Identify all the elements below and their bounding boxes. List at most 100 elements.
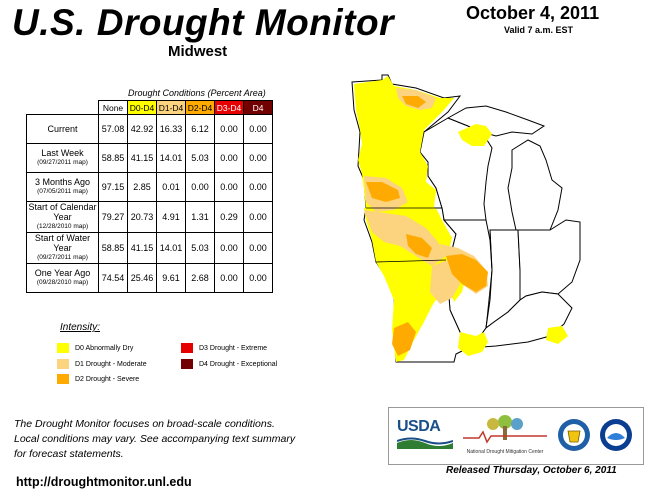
table-cell: 0.00 xyxy=(243,232,273,264)
table-cell: 58.85 xyxy=(98,143,128,173)
partner-logos: USDA National Drought Mitigation Center xyxy=(388,407,644,465)
row-label-sub: (07/05/2011 map) xyxy=(37,188,88,195)
table-cell: 0.01 xyxy=(156,172,186,202)
legend-item-d0: D0 Abnormally Dry xyxy=(57,343,133,353)
map-date: October 4, 2011 xyxy=(466,3,600,23)
table-cell: 41.15 xyxy=(127,143,157,173)
state-borders xyxy=(366,207,550,329)
row-label: 3 Months Ago (07/05/2011 map) xyxy=(26,172,99,202)
ndmc-logo: National Drought Mitigation Center xyxy=(459,414,551,458)
table-row: Start of Water Year (09/27/2011 map) 58.8… xyxy=(26,232,273,264)
row-label: One Year Ago (09/28/2010 map) xyxy=(26,263,99,293)
d2-illinois xyxy=(446,254,488,292)
legend-label: D0 Abnormally Dry xyxy=(75,344,134,352)
table-cell: 0.00 xyxy=(243,114,273,144)
table-caption: Drought Conditions (Percent Area) xyxy=(128,88,266,98)
table-cell: 0.00 xyxy=(214,232,244,264)
legend-label: D4 Drought - Exceptional xyxy=(199,360,278,368)
table-cell: 2.68 xyxy=(185,263,215,293)
table-cell: 1.31 xyxy=(185,201,215,233)
legend-item-d3: D3 Drought - Extreme xyxy=(181,343,267,353)
legend-label: D3 Drought - Extreme xyxy=(199,344,268,352)
row-label-sub: (12/28/2010 map) xyxy=(36,223,89,230)
legend-item-d4: D4 Drought - Exceptional xyxy=(181,359,277,369)
legend-swatch xyxy=(181,359,193,369)
page-title: U.S. Drought Monitor xyxy=(12,2,394,43)
footer-note-line: for forecast statements. xyxy=(14,448,124,460)
noaa-logo-icon xyxy=(599,418,633,452)
table-cell: 16.33 xyxy=(156,114,186,144)
footer-note-line: The Drought Monitor focuses on broad-sca… xyxy=(14,418,275,430)
table-cell: 0.00 xyxy=(214,263,244,293)
d0-kentucky xyxy=(546,326,568,344)
table-cell: 20.73 xyxy=(127,201,157,233)
table-cell: 0.00 xyxy=(243,201,273,233)
row-label-text: One Year Ago xyxy=(34,268,91,278)
midwest-drought-map xyxy=(351,74,581,363)
table-cell: 0.00 xyxy=(243,172,273,202)
table-cell: 0.00 xyxy=(243,143,273,173)
d0-southern-illinois xyxy=(458,332,488,356)
table-cell: 0.29 xyxy=(214,201,244,233)
table-cell: 79.27 xyxy=(98,201,128,233)
table-cell: 97.15 xyxy=(98,172,128,202)
footer-note-line: Local conditions may vary. See accompany… xyxy=(14,433,296,445)
table-cell: 4.91 xyxy=(156,201,186,233)
column-header: D3-D4 xyxy=(214,100,244,115)
column-header: None xyxy=(98,100,128,115)
row-label-sub: (09/27/2011 map) xyxy=(37,159,88,166)
valid-time: Valid 7 a.m. EST xyxy=(504,25,574,35)
state-ohio xyxy=(517,219,581,301)
tree-icon xyxy=(463,415,547,444)
table-header-row: None D0-D4 D1-D4 D2-D4 D3-D4 D4 xyxy=(27,100,273,115)
column-header: D1-D4 xyxy=(156,100,186,115)
footer-note: The Drought Monitor focuses on broad-sca… xyxy=(14,417,295,462)
table-row: Current 57.08 42.92 16.33 6.12 0.00 0.00 xyxy=(26,114,273,144)
row-label-text: Start of Calendar Year xyxy=(28,202,97,222)
table-row: Start of Calendar Year (12/28/2010 map) 7… xyxy=(26,201,273,233)
row-label-text: Last Week xyxy=(41,148,84,158)
legend-swatch xyxy=(57,359,69,369)
table-cell: 25.46 xyxy=(127,263,157,293)
row-label: Current xyxy=(26,114,99,144)
table-cell: 2.85 xyxy=(127,172,157,202)
table-corner xyxy=(27,101,99,115)
table-cell: 0.00 xyxy=(214,143,244,173)
table-cell: 5.03 xyxy=(185,232,215,264)
row-label-sub: (09/28/2010 map) xyxy=(36,279,89,286)
table-row: One Year Ago (09/28/2010 map) 74.54 25.46… xyxy=(26,263,273,293)
column-header: D0-D4 xyxy=(127,100,157,115)
table-cell: 14.01 xyxy=(156,143,186,173)
usda-logo: USDA xyxy=(396,418,454,452)
legend-swatch xyxy=(181,343,193,353)
table-cell: 58.85 xyxy=(98,232,128,264)
doc-seal-icon xyxy=(557,418,591,452)
legend-title: Intensity: xyxy=(60,322,101,333)
legend-swatch xyxy=(57,343,69,353)
d0-michigan-up xyxy=(458,124,492,146)
website-url[interactable]: http://droughtmonitor.unl.edu xyxy=(16,475,192,489)
table-cell: 42.92 xyxy=(127,114,157,144)
usda-logo-text: USDA xyxy=(397,418,441,435)
row-label-text: 3 Months Ago xyxy=(34,177,91,187)
ndmc-logo-text: National Drought Mitigation Center xyxy=(466,449,544,455)
drought-statistics-table: None D0-D4 D1-D4 D2-D4 D3-D4 D4 Current … xyxy=(26,100,273,293)
legend-label: D1 Drought - Moderate xyxy=(75,360,147,368)
table-cell: 14.01 xyxy=(156,232,186,264)
row-label-text: Start of Water Year xyxy=(34,233,91,253)
d2-iowa xyxy=(406,234,432,258)
d2-western-minnesota xyxy=(366,182,400,202)
state-kentucky xyxy=(466,291,573,349)
table-cell: 6.12 xyxy=(185,114,215,144)
column-header: D2-D4 xyxy=(185,100,215,115)
table-cell: 0.00 xyxy=(185,172,215,202)
table-cell: 0.00 xyxy=(214,114,244,144)
legend-swatch xyxy=(57,374,69,384)
row-label: Start of Calendar Year (12/28/2010 map) xyxy=(26,201,99,233)
table-cell: 9.61 xyxy=(156,263,186,293)
legend-item-d1: D1 Drought - Moderate xyxy=(57,359,147,369)
legend-label: D2 Drought - Severe xyxy=(75,375,140,383)
d0-north-minnesota xyxy=(354,76,454,208)
usda-swoosh-icon xyxy=(396,437,454,449)
row-label: Last Week (09/27/2011 map) xyxy=(26,143,99,173)
